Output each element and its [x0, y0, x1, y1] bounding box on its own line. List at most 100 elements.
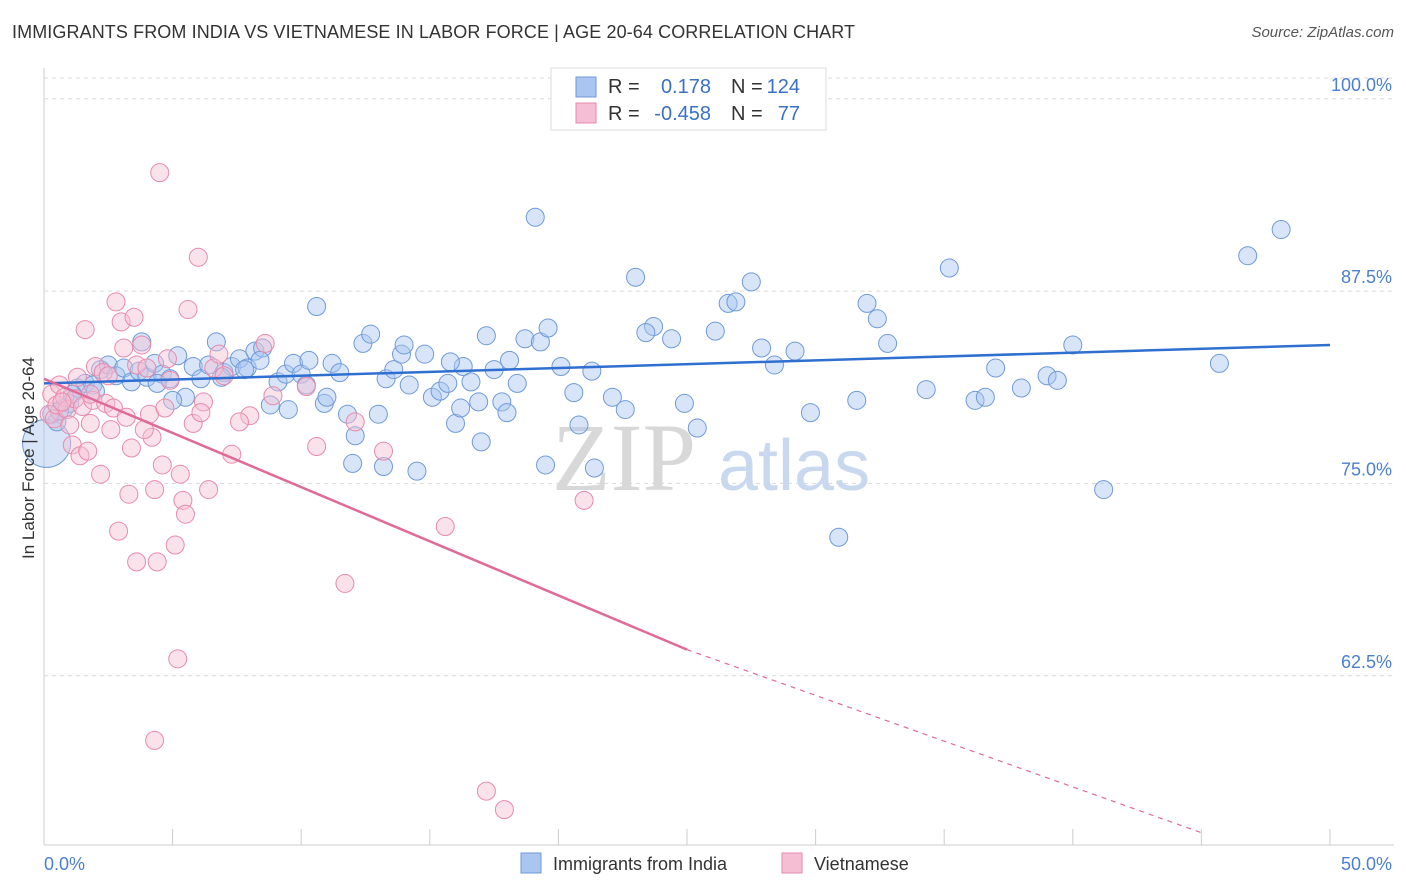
vietnamese-point — [152, 455, 172, 475]
india-point — [245, 341, 265, 361]
india-point — [438, 373, 458, 393]
india-point — [446, 413, 466, 433]
vietnamese-point — [494, 800, 514, 820]
vietnamese-point — [155, 398, 175, 418]
india-point — [687, 418, 707, 438]
india-point — [278, 400, 298, 420]
india-point — [939, 258, 959, 278]
india-point — [283, 353, 303, 373]
vietnamese-point — [132, 335, 152, 355]
vietnamese-point — [111, 312, 131, 332]
vietnamese-point — [137, 358, 157, 378]
vietnamese-point — [114, 338, 134, 358]
series-vietnamese — [39, 163, 594, 820]
vietnamese-point — [209, 344, 229, 364]
y-tick-label: 75.0% — [1341, 459, 1392, 479]
india-point — [536, 455, 556, 475]
india-point — [662, 329, 682, 349]
vietnamese-point — [255, 333, 275, 353]
vietnamese-point — [335, 573, 355, 593]
india-point — [1037, 366, 1057, 386]
india-point — [705, 321, 725, 341]
watermark-zip: ZIP — [552, 404, 696, 511]
vietnamese-point — [173, 490, 193, 510]
vietnamese-point — [91, 464, 111, 484]
vietnamese-point — [73, 396, 93, 416]
vietnamese-point — [170, 464, 190, 484]
india-point — [1011, 378, 1031, 398]
india-point — [307, 296, 327, 316]
india-point — [718, 293, 738, 313]
india-point — [800, 403, 820, 423]
vietnamese-point — [127, 355, 147, 375]
india-point — [847, 390, 867, 410]
india-point — [469, 392, 489, 412]
india-point — [430, 381, 450, 401]
watermark-atlas: atlas — [718, 426, 870, 506]
legend-n-label-vietnamese: N = — [731, 103, 763, 125]
vietnamese-point — [574, 490, 594, 510]
india-point — [1271, 220, 1291, 240]
y-axis-label: In Labor Force | Age 20-64 — [19, 357, 38, 559]
india-point — [206, 332, 226, 352]
vietnamese-point — [47, 395, 67, 415]
india-point — [538, 318, 558, 338]
legend-r-label-vietnamese: R = — [608, 103, 640, 125]
vietnamese-point — [229, 412, 249, 432]
chart-title: IMMIGRANTS FROM INDIA VS VIETNAMESE IN L… — [12, 22, 856, 42]
india-point — [330, 363, 350, 383]
y-tick-label: 100.0% — [1331, 75, 1392, 95]
india-point — [582, 361, 602, 381]
india-point — [965, 390, 985, 410]
india-point — [500, 350, 520, 370]
india-point — [1238, 246, 1258, 266]
vietnamese-point — [101, 420, 121, 440]
india-point — [569, 415, 589, 435]
vietnamese-point — [191, 403, 211, 423]
india-point — [1063, 335, 1083, 355]
vietnamese-point — [199, 480, 219, 500]
india-point — [183, 356, 203, 376]
vietnamese-point — [188, 247, 208, 267]
legend-r-value-india: 0.178 — [661, 76, 711, 98]
vietnamese-point — [168, 649, 188, 669]
x-axis-ticks — [43, 829, 1331, 845]
india-point — [260, 395, 280, 415]
vietnamese-point — [78, 441, 98, 461]
india-point — [674, 393, 694, 413]
legend-r-value-vietnamese: -0.458 — [654, 103, 711, 125]
india-point — [857, 293, 877, 313]
vietnamese-point — [476, 781, 496, 801]
india-point — [361, 324, 381, 344]
india-point — [175, 387, 195, 407]
india-point — [515, 329, 535, 349]
vietnamese-point — [240, 406, 260, 426]
legend-box — [550, 67, 827, 131]
india-point — [975, 387, 995, 407]
y-tick-labels: 62.5% 75.0% 87.5% 100.0% — [1331, 75, 1392, 672]
india-point — [492, 392, 512, 412]
vietnamese-point — [127, 552, 147, 572]
legend: R = 0.178 N = 124 R = -0.458 N = 77 — [550, 67, 827, 131]
vietnamese-point — [345, 412, 365, 432]
india-point — [525, 207, 545, 227]
india-point — [764, 355, 784, 375]
vietnamese-point — [145, 480, 165, 500]
vietnamese-point — [85, 356, 105, 376]
india-point — [22, 418, 72, 468]
india-point — [741, 272, 761, 292]
india-point — [317, 387, 337, 407]
india-point — [394, 335, 414, 355]
vietnamese-point — [80, 413, 100, 433]
vietnamese-point — [150, 163, 170, 183]
vietnamese-point — [60, 415, 80, 435]
india-point — [497, 403, 517, 423]
india-point — [250, 350, 270, 370]
vietnamese-point — [75, 320, 95, 340]
india-point — [276, 364, 296, 384]
india-point — [584, 458, 604, 478]
india-point — [602, 387, 622, 407]
india-point — [343, 453, 363, 473]
india-point — [615, 400, 635, 420]
